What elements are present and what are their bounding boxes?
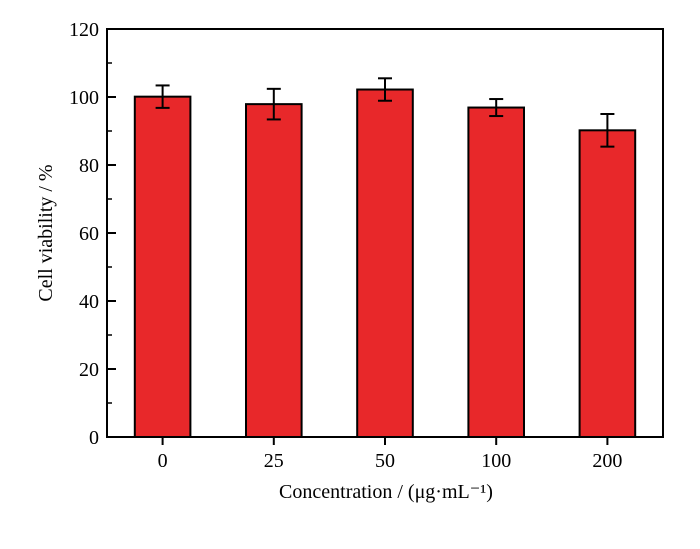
bars-layer [133, 88, 637, 439]
y-tick-label: 120 [69, 19, 99, 41]
y-tick-label: 20 [79, 359, 99, 381]
error-bar-0 [155, 84, 170, 109]
x-tick-label: 100 [481, 450, 511, 472]
y-axis: 0 20 40 60 80 100 120 [69, 19, 116, 449]
bar-200 [578, 129, 637, 438]
x-tick-label: 200 [592, 450, 622, 472]
x-tick-label: 25 [264, 450, 284, 472]
bar-0 [133, 95, 192, 438]
y-tick-label: 60 [79, 223, 99, 245]
error-bars-layer [155, 77, 615, 148]
x-axis-title: Concentration / (μg·mL⁻¹) [279, 481, 493, 503]
error-bar-100 [489, 98, 504, 118]
y-axis-title: Cell viability / % [35, 164, 57, 301]
y-tick-label: 80 [79, 155, 99, 177]
bar-25 [245, 103, 303, 438]
error-bar-200 [600, 113, 615, 148]
error-bar-50 [378, 77, 392, 102]
bar-100 [467, 106, 525, 438]
y-tick-label: 100 [69, 87, 99, 109]
bar-50 [356, 88, 414, 439]
error-bar-25 [266, 87, 281, 121]
x-tick-label: 0 [158, 450, 168, 472]
y-tick-label: 0 [89, 427, 99, 449]
x-tick-label: 50 [375, 450, 395, 472]
x-axis: 0 25 50 100 200 [158, 437, 622, 472]
y-tick-label: 40 [79, 291, 99, 313]
